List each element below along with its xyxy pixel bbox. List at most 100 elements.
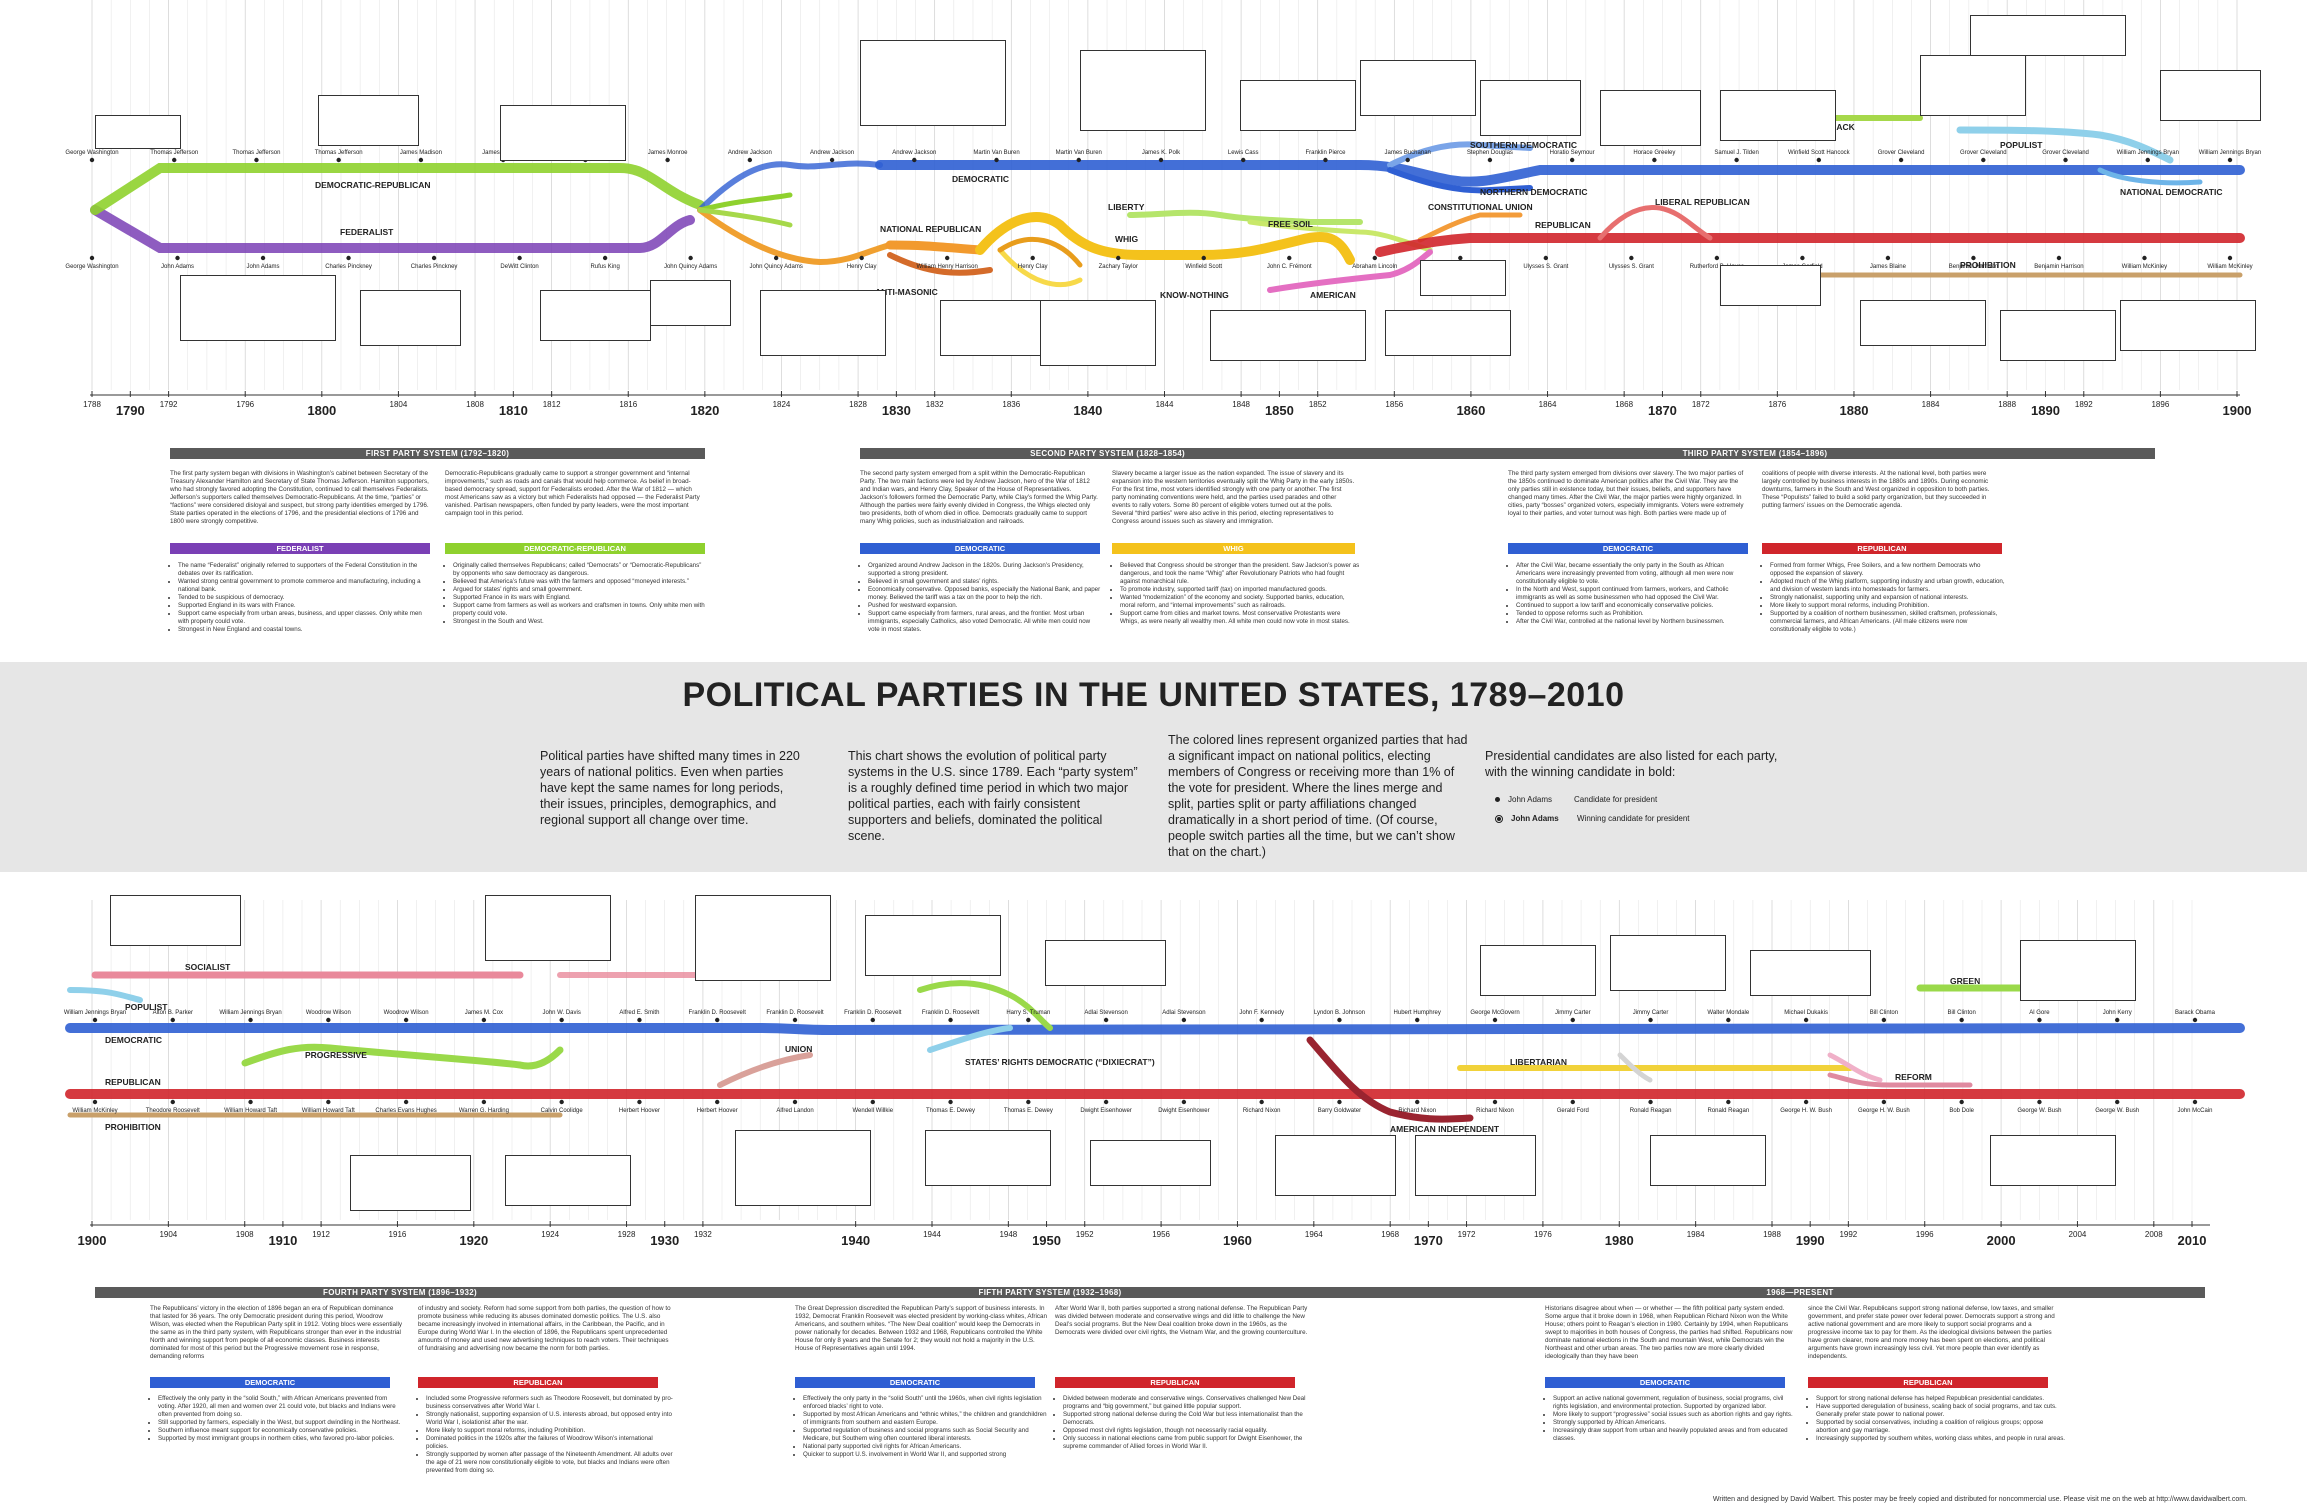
candidate-name: George H. W. Bush [1858,1108,1910,1114]
republican-tag-3: REPUBLICAN [1762,543,2002,554]
candidate-dot [92,1099,98,1105]
candidate-name: Warren G. Harding [459,1108,509,1114]
candidate-name: John Adams [247,264,280,270]
annotation-box [1080,50,1206,131]
union-line [717,1052,813,1088]
sixth-system-text-left: Historians disagree about when — or whet… [1545,1305,1793,1360]
candidate-name: James Madison [400,150,442,156]
dem-rep-line [90,163,705,215]
year-tick-label: 1952 [1076,1230,1094,1239]
candidate-dot [1492,1017,1498,1023]
braid-jackson [697,160,883,213]
candidate-name: Winfield Scott [1185,264,1222,270]
label-liberty: LIBERTY [1108,202,1145,212]
year-tick-label: 1996 [1916,1230,1934,1239]
candidate-dot [1800,255,1805,261]
constitutional-union-line [1417,212,1523,243]
intro-paragraph-4: Presidential candidates are also listed … [1485,749,1778,779]
candidate-name: Samuel J. Tilden [1714,150,1758,156]
candidate-name: Henry Clay [847,264,877,270]
states-rights-line [927,1025,1013,1053]
fourth-system-text-right: of industry and society. Reform had some… [418,1305,671,1352]
label-know-nothing: KNOW-NOTHING [1160,290,1229,300]
candidate-dot [1287,255,1292,261]
candidate-dot [248,1099,253,1105]
candidate-dot [1803,1017,1809,1023]
annotation-box [695,895,831,981]
candidate-name: William Howard Taft [224,1108,277,1114]
candidate-dot [1971,255,1976,261]
annotation-box [925,1130,1051,1186]
year-tick-label: 1860 [1456,403,1485,418]
candidate-dot [602,255,608,261]
year-tick-label: 1904 [159,1230,177,1239]
annotation-box [1040,300,1156,366]
label-democratic-bottom: DEMOCRATIC [105,1035,162,1045]
candidate-dot [1103,1099,1109,1105]
year-tick-label: 1964 [1305,1230,1323,1239]
candidate-name: William Howard Taft [302,1108,355,1114]
candidate-dot [2227,255,2233,261]
candidate-name: Grover Cleveland [1878,150,1925,156]
candidate-name: John Quincy Adams [749,264,802,270]
candidate-name: Richard Nixon [1398,1108,1436,1114]
perot-line [1827,1052,1883,1083]
year-tick-label: 1928 [618,1230,636,1239]
candidate-dot [747,157,753,163]
candidate-name: Wendell Willkie [852,1108,893,1114]
candidate-dot [1158,157,1164,163]
annotation-box [500,105,626,161]
candidate-name: Zachary Taylor [1099,264,1138,270]
candidate-name: DeWitt Clinton [500,264,538,270]
year-tick-label: 1836 [1002,400,1020,409]
year-tick-label: 1788 [83,400,101,409]
year-tick-label: 1920 [459,1233,488,1248]
candidate-dot [2037,1099,2042,1105]
candidate-dot [637,1017,642,1023]
candidate-name: Thomas Jefferson [150,150,198,156]
annotation-box [1600,90,1701,146]
label-green: GREEN [1950,976,1980,986]
candidate-name: Horace Greeley [1633,150,1675,156]
candidate-dot [403,1099,409,1105]
candidate-dot [1981,157,1986,163]
candidate-dot [870,1099,875,1105]
annotation-box [1045,940,1166,986]
winner-ring-icon [1495,814,1503,823]
candidate-name: William Jennings Bryan [2117,150,2179,156]
candidate-name: Herbert Hoover [619,1108,660,1114]
candidate-dot [2145,157,2150,163]
candidate-dot [2192,1017,2198,1023]
fifth-system-text-left: The Great Depression discredited the Rep… [795,1305,1047,1352]
candidate-dot [1026,1099,1031,1105]
year-tick-label: 1848 [1232,400,1250,409]
annotation-box [350,1155,471,1211]
candidate-name: Alton B. Parker [153,1010,193,1016]
year-tick-label: 1900 [78,1233,107,1248]
candidate-name: Andrew Jackson [810,150,854,156]
candidate-dot [1241,157,1246,163]
candidate-name: Franklin D. Roosevelt [689,1010,747,1016]
candidate-dot [1543,255,1549,261]
candidate-name: Bob Dole [1949,1108,1974,1114]
populist-line-bottom [67,987,143,1003]
republican-points-6: Support for strong national defense has … [1808,1395,2066,1443]
candidate-dot [248,1017,253,1023]
republican-points-5: Divided between moderate and conservativ… [1055,1395,1313,1451]
candidate-dot [792,1099,798,1105]
democratic-points-6: Support an active national government, r… [1545,1395,1798,1443]
candidate-dot-icon [1495,797,1500,802]
candidate-name: George W. Bush [2095,1108,2139,1114]
candidate-dot [1116,255,1121,261]
national-republican-line [885,240,985,255]
year-tick-label: 1970 [1414,1233,1443,1248]
legend-candidate-name: John Adams [1508,795,1553,804]
candidate-name: Michael Dukakis [1784,1010,1828,1016]
candidate-dot [1103,1017,1109,1023]
candidate-name: Charles Pinckney [411,264,458,270]
northern-democratic-line [1387,167,1533,194]
candidate-name: Hubert Humphrey [1394,1010,1441,1016]
whig-tag: WHIG [1112,543,1355,554]
sixth-system-text-right: since the Civil War. Republicans support… [1808,1305,2055,1360]
dem-rep-tag: DEMOCRATIC-REPUBLICAN [445,543,705,554]
